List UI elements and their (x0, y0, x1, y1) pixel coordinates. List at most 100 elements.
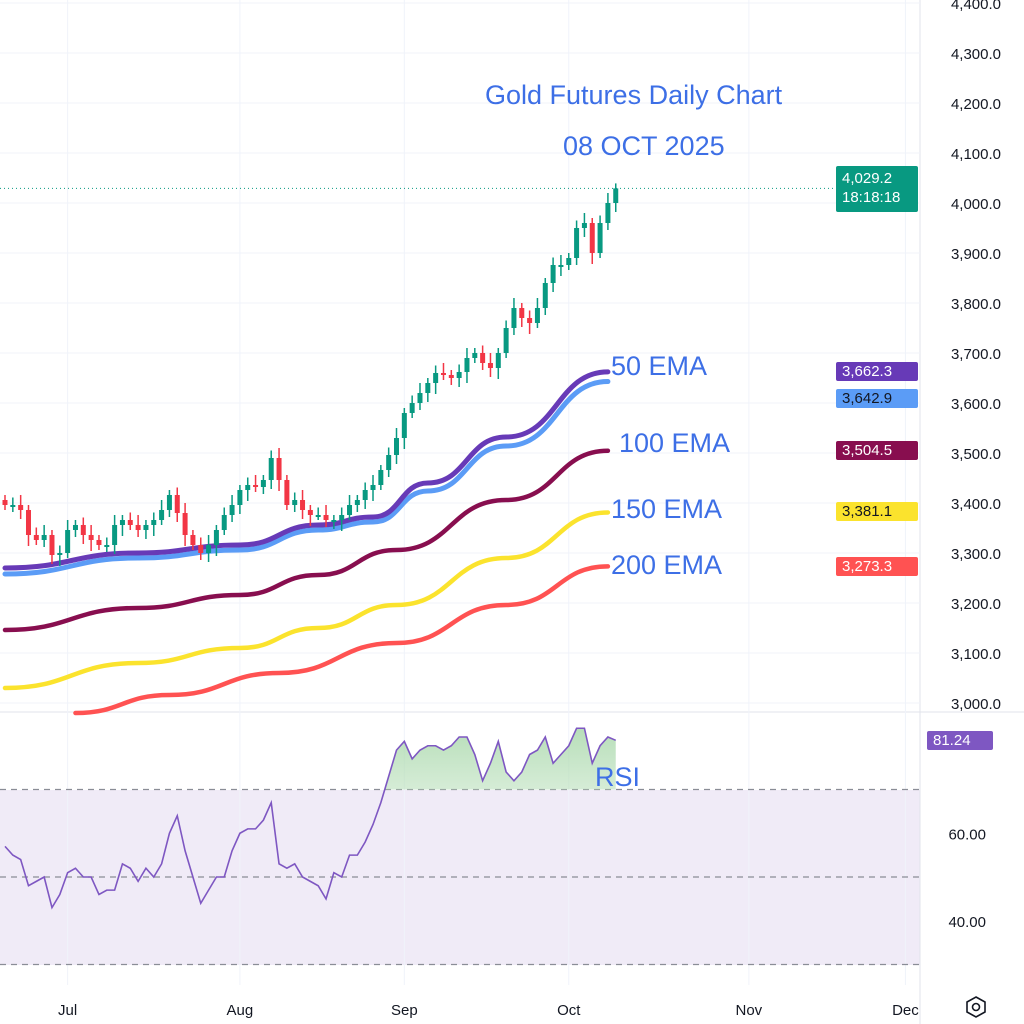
candle (417, 383, 423, 410)
candle (464, 348, 470, 383)
candle-body (417, 393, 423, 403)
candle (72, 520, 78, 537)
candle-body (25, 510, 31, 535)
candle-body (166, 495, 172, 510)
candle (18, 495, 24, 519)
ema-line-4 (2, 510, 611, 691)
candle-body (253, 485, 259, 487)
candle-body (519, 308, 525, 318)
candle (425, 378, 431, 402)
candle (284, 475, 290, 510)
rsi-overbought-fill (5, 728, 616, 790)
price-tick-label: 3,100.0 (951, 646, 1001, 663)
candle-body (574, 228, 580, 258)
candle (534, 298, 540, 328)
time-tick-label: Nov (736, 1002, 763, 1019)
candle (198, 537, 204, 560)
candle-body (284, 480, 290, 505)
candle (65, 520, 71, 558)
candle-body (339, 515, 345, 520)
candle-body (2, 500, 8, 505)
candle (2, 495, 8, 510)
candle (613, 183, 619, 212)
candle-body (323, 515, 329, 520)
candle-body (433, 373, 439, 383)
candle (229, 495, 235, 522)
price-tick-label: 3,200.0 (951, 596, 1001, 613)
candle (472, 348, 478, 363)
candle-body (127, 520, 133, 525)
candle (96, 535, 102, 550)
time-tick-label: Dec (892, 1002, 919, 1019)
time-tick-label: Jul (58, 1002, 77, 1019)
candle (589, 218, 595, 264)
candle-body (143, 525, 149, 530)
candle-body (159, 510, 165, 520)
chart-title: Gold Futures Daily Chart (485, 80, 783, 110)
candle (354, 495, 360, 512)
candle-body (480, 353, 486, 363)
candle-body (495, 353, 501, 368)
candle-body (394, 438, 399, 455)
candle-body (354, 500, 360, 505)
candle-body (10, 505, 16, 507)
candle (190, 530, 196, 550)
price-tick-label: 3,400.0 (951, 496, 1001, 513)
candle (112, 515, 118, 554)
candle (10, 497, 16, 512)
settings-icon[interactable] (964, 995, 988, 1019)
candle-body (104, 545, 110, 547)
candle-body (409, 403, 415, 413)
candle-body (237, 490, 243, 505)
time-tick-label: Oct (557, 1002, 581, 1019)
candle (566, 253, 572, 270)
ema50-label: 50 EMA (611, 351, 708, 381)
candle-body (276, 458, 282, 480)
candle-body (464, 358, 470, 372)
candle (119, 515, 125, 536)
candle-body (440, 373, 446, 375)
candle-body (292, 500, 298, 505)
candle-body (527, 318, 533, 323)
candle-body (307, 510, 313, 515)
candle-body (206, 545, 212, 553)
candle-body (487, 363, 493, 368)
candle (448, 370, 454, 385)
candle (409, 395, 415, 418)
candle-body (41, 535, 47, 540)
candle-body (260, 480, 266, 487)
rsi-line (4, 727, 617, 910)
chart-subtitle: 08 OCT 2025 (563, 131, 725, 161)
ema150-label: 150 EMA (611, 494, 723, 524)
candle (550, 257, 556, 292)
ema-line-1 (2, 369, 611, 571)
candle (558, 255, 564, 276)
rsi-tick-label: 60.00 (948, 826, 986, 843)
candle (300, 490, 306, 519)
ema200-label: 200 EMA (611, 550, 723, 580)
candle (511, 298, 517, 335)
candle-body (581, 223, 587, 228)
candle (135, 515, 141, 537)
price-tick-label: 4,300.0 (951, 46, 1001, 63)
candle (143, 520, 149, 539)
candle-body (57, 553, 63, 555)
candle (174, 487, 180, 522)
candle (456, 364, 462, 387)
candle-body (72, 525, 78, 530)
candle (292, 492, 298, 512)
candle (127, 512, 133, 530)
candle (41, 525, 47, 547)
candle (347, 495, 353, 520)
candle-body (503, 328, 509, 353)
candle (88, 525, 94, 551)
candle-body (550, 265, 556, 283)
price-tick-label: 3,800.0 (951, 296, 1001, 313)
candle (159, 500, 165, 525)
price-tick-label: 3,500.0 (951, 446, 1001, 463)
ema100-label: 100 EMA (619, 428, 731, 458)
candle (433, 365, 439, 394)
candle (487, 353, 493, 377)
candle (253, 475, 259, 492)
